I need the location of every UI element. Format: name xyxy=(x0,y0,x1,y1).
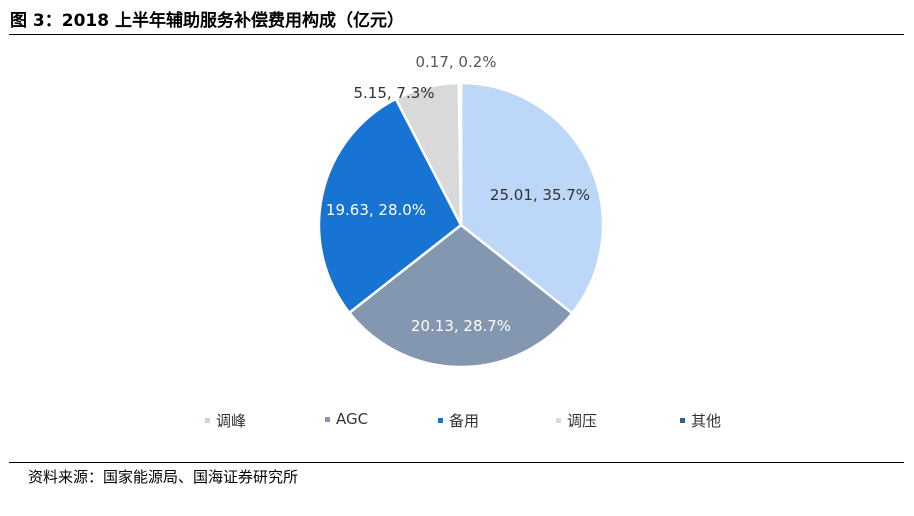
legend-item: 其他 xyxy=(680,410,721,431)
slice-data-label: 25.01, 35.7% xyxy=(490,186,590,204)
pie-slice xyxy=(347,223,574,369)
legend-item: 备用 xyxy=(438,410,479,431)
legend-label: 调压 xyxy=(567,412,598,430)
slice-data-label: 0.17, 0.2% xyxy=(415,53,496,71)
slice-data-label: 20.13, 28.7% xyxy=(411,317,511,335)
pie-slice xyxy=(457,81,463,226)
legend-item: AGC xyxy=(325,410,368,428)
legend-label: 备用 xyxy=(449,412,480,430)
legend-item: 调峰 xyxy=(205,410,246,431)
chart-title: 图 3：2018 上半年辅助服务补偿费用构成（亿元） xyxy=(10,11,404,31)
slice-data-label: 19.63, 28.0% xyxy=(326,201,426,219)
legend-label: 调峰 xyxy=(216,412,247,430)
legend-item: 调压 xyxy=(556,410,597,431)
legend-swatch xyxy=(556,418,561,423)
legend-swatch xyxy=(205,418,210,423)
legend-swatch xyxy=(325,416,330,422)
legend-label: 其他 xyxy=(691,412,722,430)
legend-label: AGC xyxy=(336,410,369,428)
pie-slice xyxy=(459,81,605,316)
legend-swatch xyxy=(438,418,443,423)
source-divider xyxy=(9,462,904,463)
slice-data-label: 5.15, 7.3% xyxy=(353,84,434,102)
title-divider xyxy=(9,34,904,35)
source-note: 资料来源：国家能源局、国海证券研究所 xyxy=(28,468,299,486)
legend-swatch xyxy=(680,418,685,423)
pie-slice xyxy=(317,97,463,315)
